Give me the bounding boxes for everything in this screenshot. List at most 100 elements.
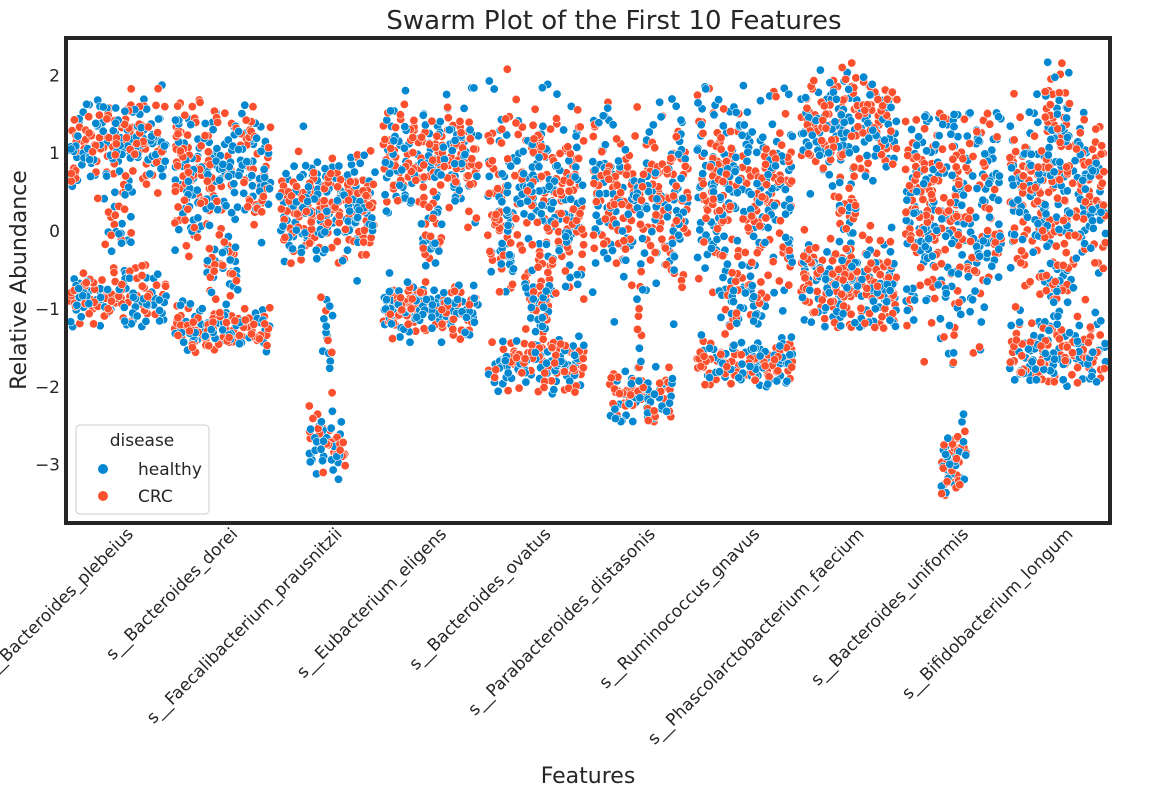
- swarm-point: [1055, 334, 1065, 344]
- swarm-point: [671, 216, 681, 226]
- swarm-point: [979, 302, 989, 312]
- swarm-point: [260, 319, 270, 329]
- swarm-point: [850, 318, 860, 328]
- swarm-point: [455, 116, 465, 126]
- swarm-point: [469, 280, 479, 290]
- swarm-point: [883, 257, 893, 267]
- swarm-point: [806, 317, 816, 327]
- swarm-point: [319, 196, 329, 206]
- swarm-point: [761, 159, 771, 169]
- swarm-point: [537, 321, 547, 331]
- swarm-point: [577, 224, 587, 234]
- swarm-point: [385, 309, 395, 319]
- swarm-point: [187, 342, 197, 352]
- swarm-point: [434, 246, 444, 256]
- swarm-point: [859, 72, 869, 82]
- swarm-point: [437, 219, 447, 229]
- swarm-point: [718, 121, 728, 131]
- swarm-point: [764, 372, 774, 382]
- swarm-point: [943, 433, 953, 443]
- swarm-point: [635, 219, 645, 229]
- swarm-point: [221, 299, 231, 309]
- swarm-point: [500, 356, 510, 366]
- swarm-point: [208, 125, 218, 135]
- swarm-point: [750, 375, 760, 385]
- swarm-point: [698, 179, 708, 189]
- swarm-point: [233, 202, 243, 212]
- swarm-point: [211, 294, 221, 304]
- swarm-point: [187, 102, 197, 112]
- swarm-point: [994, 272, 1004, 282]
- swarm-point: [919, 165, 929, 175]
- swarm-point: [609, 200, 619, 210]
- swarm-point: [738, 81, 748, 91]
- swarm-point: [958, 437, 968, 447]
- swarm-point: [66, 144, 76, 154]
- swarm-point: [695, 225, 705, 235]
- swarm-point: [386, 143, 396, 153]
- swarm-point: [721, 157, 731, 167]
- swarm-point: [249, 220, 259, 230]
- swarm-point: [306, 424, 316, 434]
- swarm-point: [513, 130, 523, 140]
- swarm-point: [965, 307, 975, 317]
- swarm-point: [853, 122, 863, 132]
- swarm-point: [1054, 95, 1064, 105]
- swarm-point: [561, 232, 571, 242]
- swarm-point: [651, 362, 661, 372]
- swarm-point: [786, 332, 796, 342]
- swarm-point: [736, 350, 746, 360]
- swarm-point: [504, 250, 514, 260]
- swarm-point: [949, 348, 959, 358]
- swarm-point: [359, 237, 369, 247]
- swarm-point: [599, 239, 609, 249]
- swarm-point: [578, 353, 588, 363]
- swarm-point: [239, 177, 249, 187]
- legend: disease healthy CRC: [75, 424, 210, 515]
- swarm-point: [286, 191, 296, 201]
- swarm-point: [243, 202, 253, 212]
- swarm-point: [317, 456, 327, 466]
- swarm-point: [436, 180, 446, 190]
- swarm-point: [220, 108, 230, 118]
- swarm-point: [126, 237, 136, 247]
- swarm-point: [722, 362, 732, 372]
- swarm-point: [805, 285, 815, 295]
- swarm-point: [815, 65, 825, 75]
- swarm-point: [909, 315, 919, 325]
- swarm-point: [941, 449, 951, 459]
- swarm-point: [493, 184, 503, 194]
- swarm-point: [634, 304, 644, 314]
- swarm-point: [380, 158, 390, 168]
- swarm-point: [961, 450, 971, 460]
- swarm-point: [517, 245, 527, 255]
- swarm-point: [737, 359, 747, 369]
- swarm-point: [671, 132, 681, 142]
- swarm-point: [183, 130, 193, 140]
- swarm-point: [815, 265, 825, 275]
- swarm-point: [511, 214, 521, 224]
- swarm-point: [91, 118, 101, 128]
- swarm-point: [818, 115, 828, 125]
- swarm-point: [746, 189, 756, 199]
- swarm-point: [947, 238, 957, 248]
- swarm-point: [1053, 124, 1063, 134]
- swarm-point: [559, 125, 569, 135]
- swarm-point: [555, 186, 565, 196]
- swarm-point: [395, 180, 405, 190]
- swarm-point: [1040, 112, 1050, 122]
- swarm-point: [555, 149, 565, 159]
- swarm-point: [851, 73, 861, 83]
- swarm-point: [862, 151, 872, 161]
- swarm-point: [985, 212, 995, 222]
- swarm-point: [916, 262, 926, 272]
- swarm-point: [785, 350, 795, 360]
- swarm-point: [909, 208, 919, 218]
- swarm-point: [701, 213, 711, 223]
- swarm-point: [225, 291, 235, 301]
- swarm-point: [132, 139, 142, 149]
- swarm-point: [320, 227, 330, 237]
- swarm-point: [953, 269, 963, 279]
- swarm-point: [151, 100, 161, 110]
- swarm-point: [636, 356, 646, 366]
